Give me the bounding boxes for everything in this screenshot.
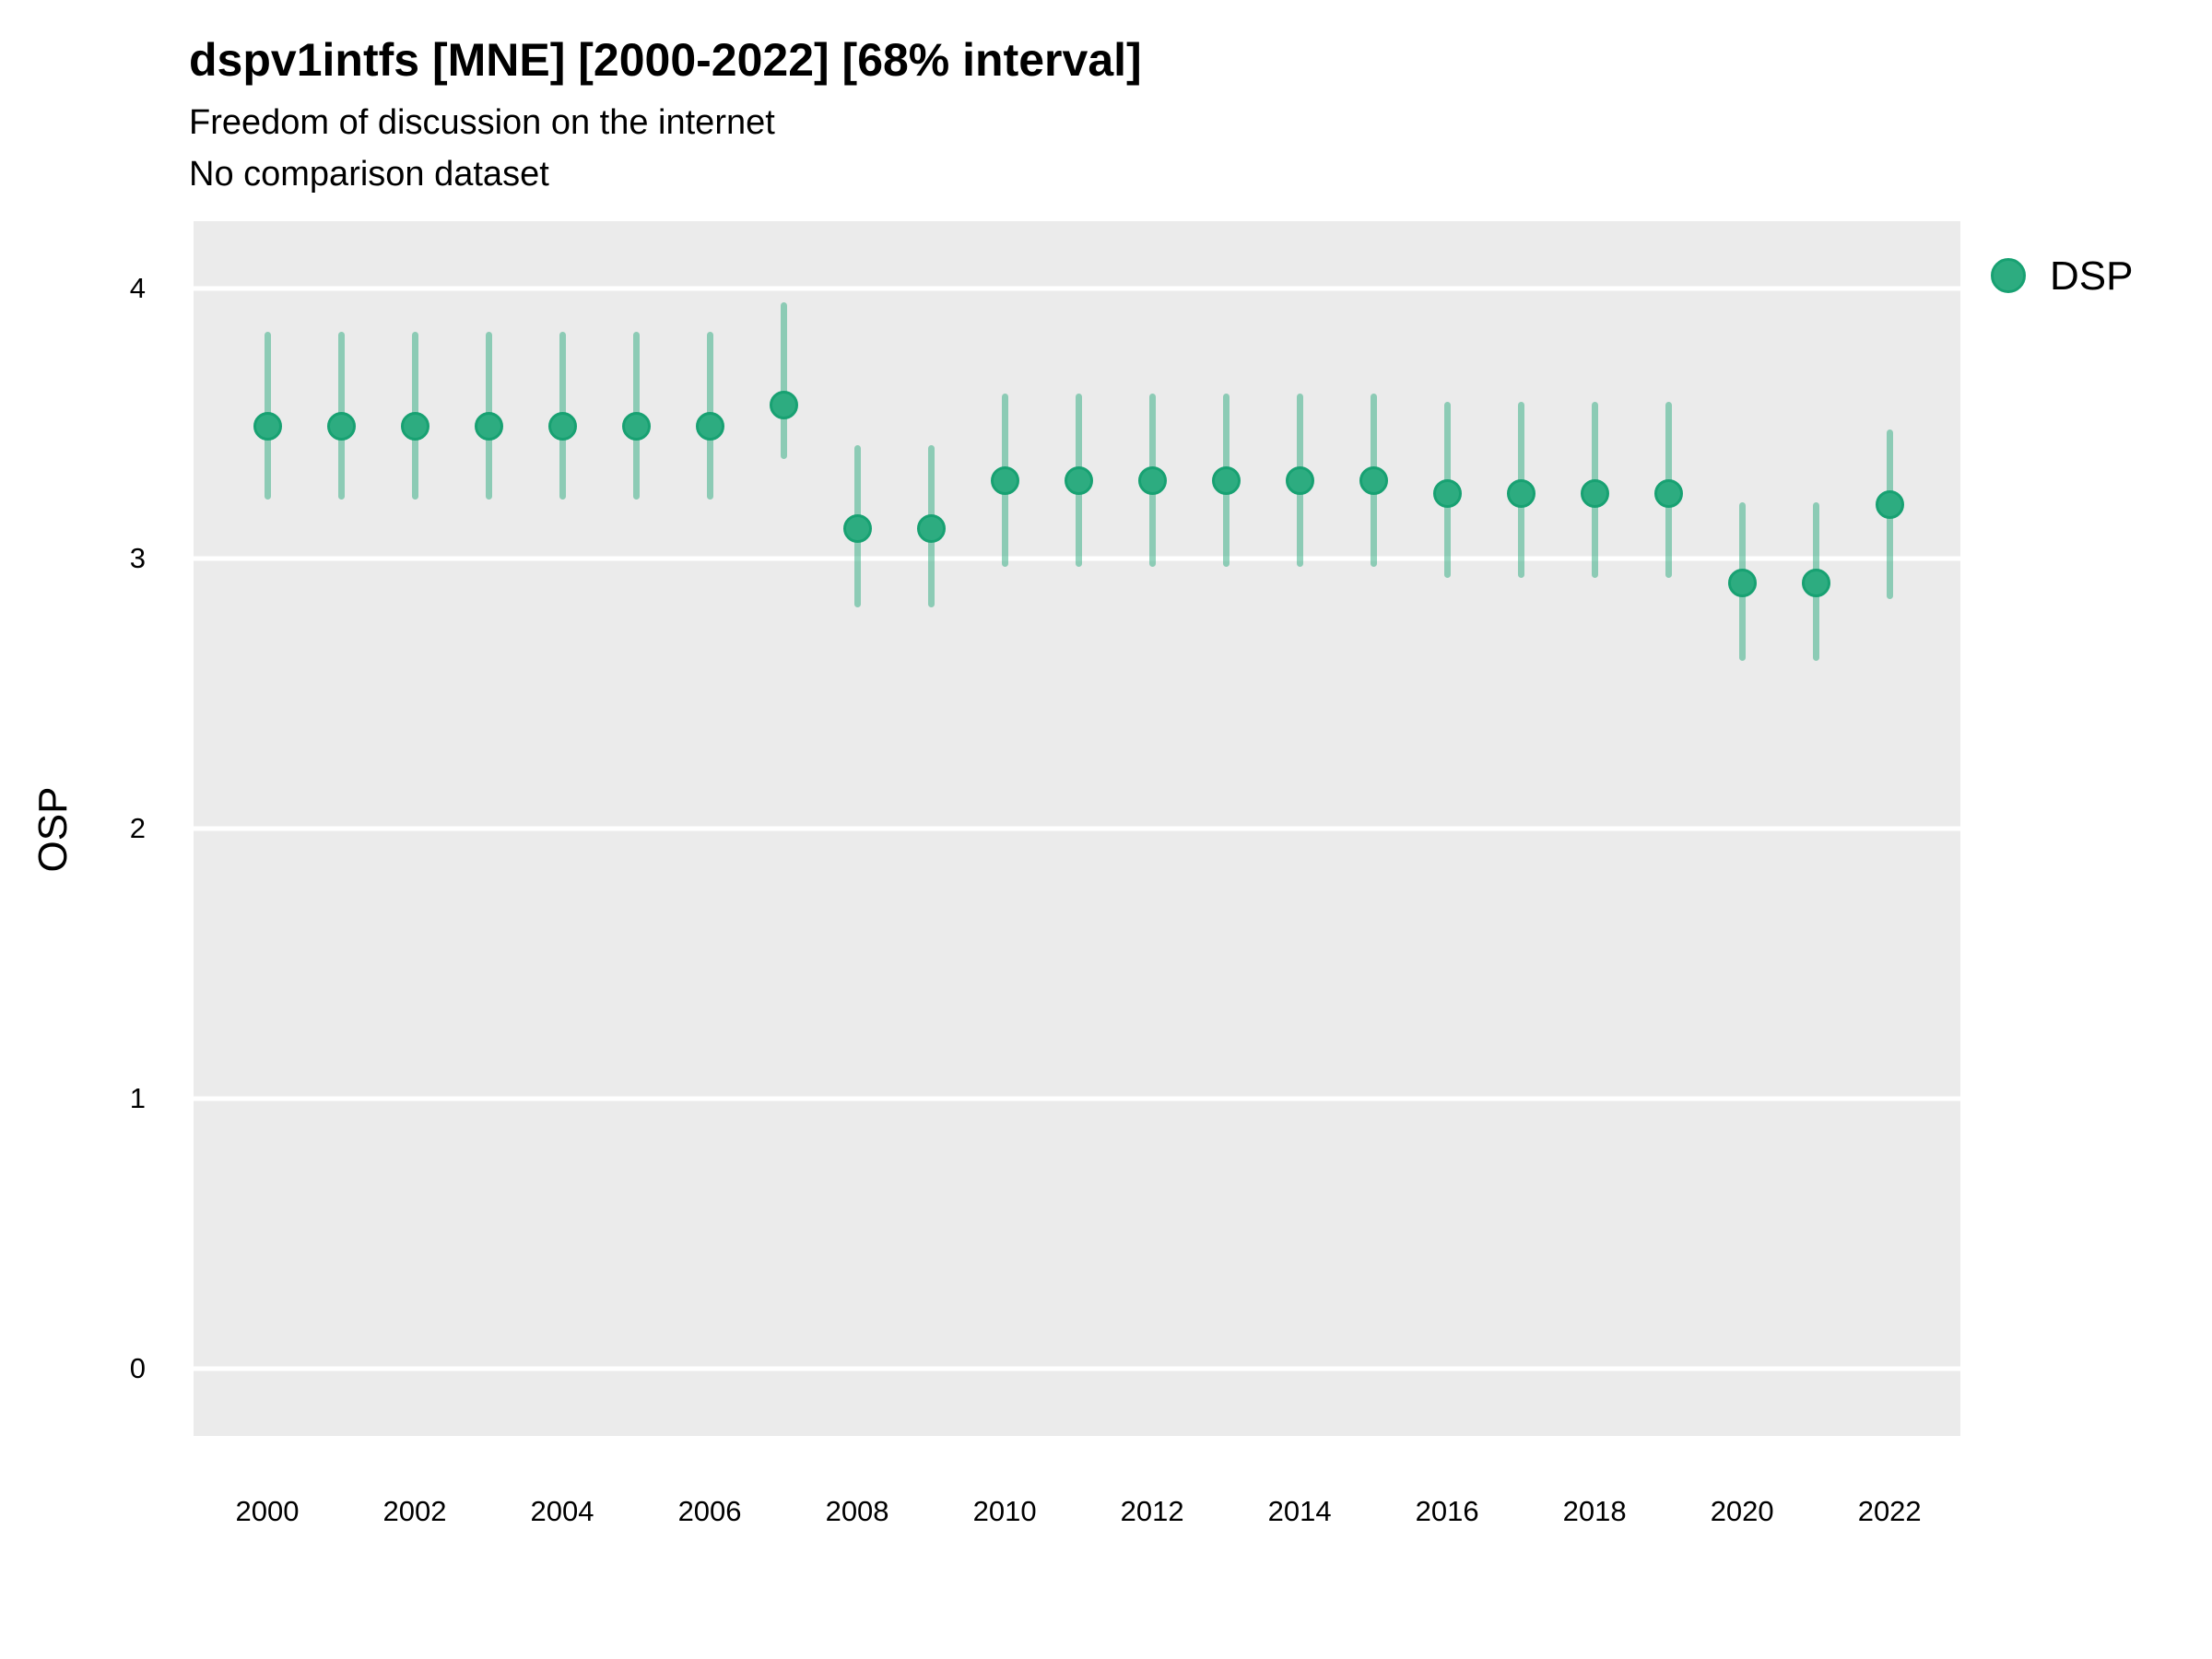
x-tick-label: 2018: [1562, 1495, 1627, 1527]
data-point: [621, 412, 651, 441]
chart-title: dspv1intfs [MNE] [2000-2022] [68% interv…: [189, 34, 1142, 86]
x-axis-tick-labels: 2000 2002 2004 2006 2008 2010 2012 2014 2016 2018…: [194, 1436, 1960, 1565]
y-axis-tick-labels: 0 1 2 3 4: [0, 221, 146, 1436]
data-point: [1137, 465, 1167, 495]
data-point: [990, 465, 1019, 495]
x-tick-label: 2016: [1415, 1495, 1479, 1527]
x-tick-label: 2008: [825, 1495, 889, 1527]
data-point: [547, 412, 577, 441]
interval-bar: [780, 301, 787, 459]
data-point: [1801, 568, 1830, 597]
data-point: [1211, 465, 1241, 495]
y-axis-title: OSP: [30, 786, 76, 873]
data-point: [400, 412, 429, 441]
x-tick-label: 2014: [1267, 1495, 1332, 1527]
data-point: [769, 390, 798, 419]
data-point: [1285, 465, 1314, 495]
comparison-note: No comparison dataset: [189, 155, 549, 194]
y-gridline: [194, 826, 1960, 831]
data-point: [474, 412, 503, 441]
chart-subtitle: Freedom of discussion on the internet: [189, 103, 775, 142]
data-point: [695, 412, 724, 441]
y-tick-label: 2: [129, 812, 146, 844]
data-point: [916, 514, 946, 544]
plot-panel: [194, 221, 1960, 1436]
x-tick-label: 2000: [235, 1495, 300, 1527]
data-point: [1875, 490, 1904, 520]
legend-series-label: DSP: [2050, 253, 2134, 299]
data-point: [1432, 479, 1462, 509]
data-point: [326, 412, 356, 441]
data-point: [1359, 465, 1388, 495]
data-point: [1064, 465, 1093, 495]
data-point: [253, 412, 282, 441]
x-tick-label: 2010: [972, 1495, 1037, 1527]
data-point: [1580, 479, 1609, 509]
x-tick-label: 2006: [677, 1495, 742, 1527]
y-tick-label: 1: [129, 1081, 146, 1114]
y-gridline: [194, 1096, 1960, 1101]
x-tick-label: 2012: [1120, 1495, 1184, 1527]
data-point: [1727, 568, 1757, 597]
data-point: [1653, 479, 1683, 509]
y-tick-label: 0: [129, 1351, 146, 1384]
x-tick-label: 2022: [1857, 1495, 1922, 1527]
data-point: [842, 514, 872, 544]
data-point: [1506, 479, 1535, 509]
y-tick-label: 3: [129, 542, 146, 575]
x-tick-label: 2020: [1710, 1495, 1774, 1527]
x-tick-label: 2004: [530, 1495, 594, 1527]
y-tick-label: 4: [129, 272, 146, 305]
legend-point-icon: [1991, 258, 2026, 293]
y-gridline: [194, 1366, 1960, 1371]
y-gridline: [194, 286, 1960, 291]
x-tick-label: 2002: [382, 1495, 447, 1527]
